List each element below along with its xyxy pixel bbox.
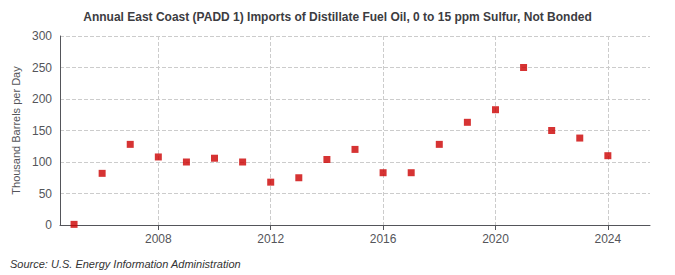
- svg-text:Source: U.S. Energy Informatio: Source: U.S. Energy Information Administ…: [10, 258, 241, 270]
- svg-text:100: 100: [32, 155, 52, 169]
- svg-text:Thousand Barrels per Day: Thousand Barrels per Day: [10, 66, 22, 195]
- svg-text:2016: 2016: [370, 232, 397, 246]
- svg-text:2020: 2020: [482, 232, 509, 246]
- svg-text:150: 150: [32, 124, 52, 138]
- svg-text:2024: 2024: [595, 232, 622, 246]
- svg-text:2008: 2008: [145, 232, 172, 246]
- svg-text:50: 50: [39, 187, 53, 201]
- svg-text:300: 300: [32, 29, 52, 43]
- svg-text:250: 250: [32, 61, 52, 75]
- svg-text:0: 0: [45, 218, 52, 232]
- svg-text:Annual East Coast (PADD 1) Imp: Annual East Coast (PADD 1) Imports of Di…: [83, 10, 592, 24]
- svg-text:2012: 2012: [257, 232, 284, 246]
- svg-text:200: 200: [32, 92, 52, 106]
